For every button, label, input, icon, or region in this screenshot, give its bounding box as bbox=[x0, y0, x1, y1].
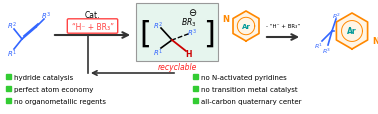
Text: $R^3$: $R^3$ bbox=[187, 27, 197, 38]
Text: no N-activated pyridines: no N-activated pyridines bbox=[201, 74, 287, 80]
Text: - “H⁻ + BR₃”: - “H⁻ + BR₃” bbox=[266, 23, 300, 28]
Text: $R^2$: $R^2$ bbox=[333, 11, 342, 21]
Text: [: [ bbox=[139, 19, 151, 48]
Text: recyclable: recyclable bbox=[157, 63, 197, 72]
Text: “H⁻ + BR₃”: “H⁻ + BR₃” bbox=[71, 22, 113, 31]
FancyBboxPatch shape bbox=[136, 4, 218, 61]
Text: Cat.: Cat. bbox=[85, 11, 100, 20]
Text: $BR_3$: $BR_3$ bbox=[181, 17, 197, 29]
Text: N: N bbox=[222, 15, 229, 24]
Text: all-carbon quaternary center: all-carbon quaternary center bbox=[201, 98, 302, 104]
Text: ]: ] bbox=[203, 19, 215, 48]
Bar bbox=[6, 98, 11, 103]
Text: Ar: Ar bbox=[242, 24, 251, 30]
Text: $R^3$: $R^3$ bbox=[322, 46, 332, 55]
Text: perfect atom economy: perfect atom economy bbox=[14, 86, 93, 92]
Text: $R^2$: $R^2$ bbox=[153, 20, 163, 31]
Text: hydride catalysis: hydride catalysis bbox=[14, 74, 73, 80]
Text: $R^1$: $R^1$ bbox=[153, 47, 163, 58]
Text: ⊖: ⊖ bbox=[188, 8, 196, 18]
Text: no transition metal catalyst: no transition metal catalyst bbox=[201, 86, 297, 92]
Text: $R^1$: $R^1$ bbox=[7, 48, 17, 59]
Polygon shape bbox=[233, 12, 259, 42]
Text: no organometallic regents: no organometallic regents bbox=[14, 98, 106, 104]
Text: $R^2$: $R^2$ bbox=[7, 20, 17, 31]
Text: H: H bbox=[186, 50, 192, 59]
Text: Ar: Ar bbox=[347, 27, 357, 36]
Bar bbox=[6, 74, 11, 79]
Text: $R^1$: $R^1$ bbox=[314, 41, 324, 50]
Text: $R^3$: $R^3$ bbox=[41, 10, 51, 21]
Polygon shape bbox=[336, 14, 367, 50]
Bar bbox=[193, 86, 198, 91]
Bar bbox=[193, 98, 198, 103]
Bar bbox=[6, 86, 11, 91]
Bar bbox=[193, 74, 198, 79]
Text: N: N bbox=[372, 37, 378, 46]
FancyBboxPatch shape bbox=[67, 20, 118, 34]
